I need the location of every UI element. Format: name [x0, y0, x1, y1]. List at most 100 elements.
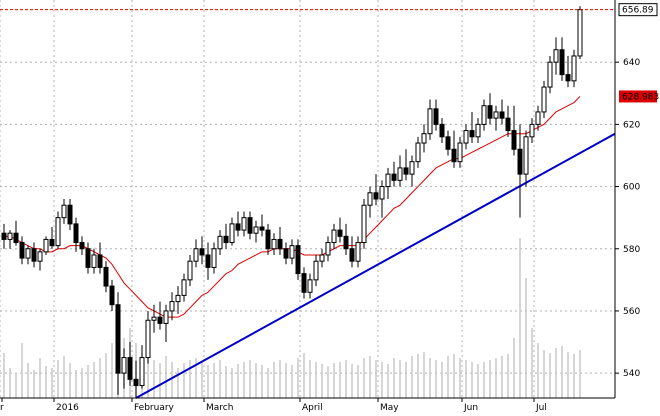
- candle-body: [481, 105, 487, 125]
- candle-body: [421, 133, 427, 144]
- candle-body: [277, 238, 283, 250]
- candle-body: [499, 111, 505, 119]
- candle-body: [391, 173, 397, 181]
- candle-body: [271, 238, 277, 250]
- candle-body: [571, 55, 577, 82]
- candle-body: [103, 266, 109, 287]
- x-tick-label: Jun: [463, 403, 478, 412]
- candle-body: [295, 245, 301, 275]
- y-axis-ticks: 540 560 580 600 620 640: [615, 58, 640, 379]
- candle-body: [67, 204, 73, 225]
- candle-body: [349, 248, 355, 262]
- candle-body: [55, 217, 61, 247]
- candle-body: [469, 130, 475, 138]
- candle-body: [139, 357, 145, 387]
- grid-lines: [0, 0, 615, 398]
- candle-body: [355, 242, 361, 262]
- trend-line: [135, 132, 616, 399]
- candle-body: [127, 357, 133, 380]
- candle-body: [43, 238, 49, 253]
- candle-body: [169, 301, 175, 312]
- candle-body: [265, 229, 271, 250]
- candle-body: [403, 167, 409, 175]
- x-tick-label: March: [206, 403, 233, 412]
- candle-body: [505, 117, 511, 132]
- candle-body: [385, 173, 391, 188]
- x-axis-ticks: r 2016 February March April May Jun Jul: [0, 398, 547, 413]
- candle-body: [121, 357, 127, 374]
- candle-body: [211, 248, 217, 268]
- candle-body: [259, 226, 265, 231]
- plot-background: [0, 0, 615, 398]
- candle-body: [319, 254, 325, 262]
- candle-body: [13, 232, 19, 244]
- candle-body: [217, 235, 223, 250]
- candle-body: [529, 123, 535, 138]
- candle-body: [163, 310, 169, 324]
- x-tick-label: February: [134, 403, 175, 412]
- y-tick-label: 620: [623, 120, 640, 130]
- candle-body: [445, 136, 451, 150]
- y-tick-label: 560: [623, 307, 640, 317]
- candle-body: [325, 242, 331, 256]
- candle-body: [151, 316, 157, 321]
- candle-body: [439, 123, 445, 138]
- candle-body: [85, 248, 91, 268]
- candle-body: [73, 223, 79, 244]
- candle-body: [451, 148, 457, 163]
- candle-body: [199, 248, 205, 256]
- candle-body: [193, 248, 199, 262]
- candle-body: [523, 136, 529, 175]
- candle-body: [511, 130, 517, 150]
- candle-body: [133, 378, 139, 387]
- candle-body: [223, 235, 229, 244]
- candle-body: [565, 74, 571, 82]
- last-price-badge: [618, 3, 658, 17]
- candle-body: [559, 49, 565, 76]
- x-tick-label: r: [0, 403, 4, 412]
- candle-body: [61, 204, 67, 219]
- candle-body: [145, 319, 151, 359]
- y-tick-label: 600: [623, 183, 640, 193]
- candle-body: [547, 61, 553, 88]
- candle-body: [337, 229, 343, 237]
- candle-body: [517, 148, 523, 175]
- candle-body: [331, 229, 337, 244]
- candle-body: [457, 142, 463, 163]
- last-price-label: 656.89: [622, 6, 654, 16]
- candle-body: [283, 248, 289, 259]
- y-tick-label: 640: [623, 58, 640, 68]
- candle-body: [37, 251, 43, 262]
- trend-line-segment: [135, 132, 616, 399]
- candle-body: [397, 167, 403, 181]
- candle-body: [475, 123, 481, 138]
- candle-body: [91, 254, 97, 268]
- candle-body: [241, 217, 247, 231]
- candle-body: [301, 273, 307, 293]
- candle-body: [487, 105, 493, 119]
- x-tick-label: Jul: [535, 403, 547, 412]
- candle-body: [25, 248, 31, 259]
- candle-body: [427, 108, 433, 135]
- candle-body: [463, 130, 469, 144]
- candle-body: [79, 242, 85, 250]
- candle-body: [493, 111, 499, 119]
- candle-body: [181, 279, 187, 296]
- candle-body: [373, 192, 379, 200]
- candle-body: [7, 232, 13, 240]
- candle-body: [115, 304, 121, 374]
- candle-body: [313, 260, 319, 281]
- x-tick-label: 2016: [56, 403, 79, 412]
- candle-body: [175, 294, 181, 303]
- candle-body: [235, 223, 241, 231]
- candle-body: [361, 204, 367, 244]
- x-tick-label: April: [302, 403, 323, 412]
- candle-body: [229, 223, 235, 244]
- candle-body: [307, 279, 313, 293]
- candle-body: [19, 242, 25, 259]
- candle-body: [541, 86, 547, 113]
- candle-body: [49, 238, 55, 247]
- candle-body: [577, 9, 583, 57]
